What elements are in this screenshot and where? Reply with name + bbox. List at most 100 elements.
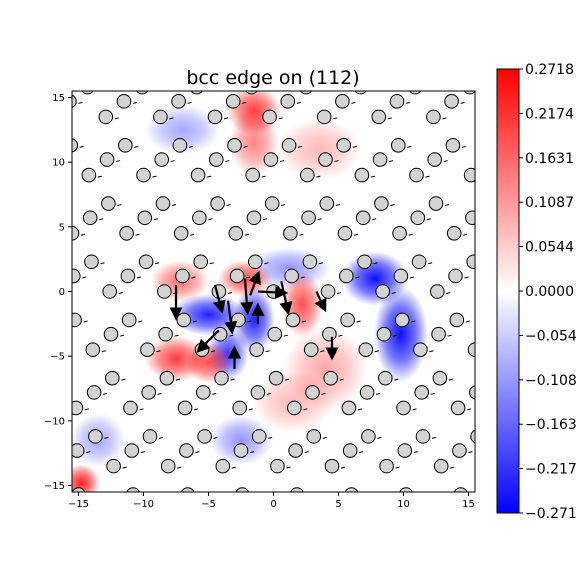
- atom-marker: [287, 400, 302, 416]
- atom-marker: [357, 254, 372, 270]
- vector-tick: [142, 496, 146, 497]
- atom-marker: [262, 109, 277, 125]
- vector-tick: [339, 378, 344, 381]
- vector-tick: [97, 88, 101, 89]
- atom-marker: [354, 91, 367, 95]
- atom-marker: [250, 385, 266, 400]
- atom-marker: [209, 152, 224, 167]
- vector-tick: [465, 320, 470, 323]
- vector-tick: [249, 451, 255, 454]
- vector-tick: [284, 378, 290, 381]
- vector-tick: [86, 451, 91, 454]
- atom-marker: [324, 458, 340, 474]
- vector-tick: [301, 320, 307, 323]
- vector-tick: [251, 496, 255, 497]
- atom-marker: [88, 429, 103, 444]
- vector-tick: [412, 408, 417, 411]
- colorbar-tick-label: 0.0544: [525, 240, 574, 256]
- vector-tick: [322, 436, 327, 439]
- displacement-arrow: [248, 270, 261, 296]
- atom-marker: [396, 400, 411, 416]
- vector-tick: [447, 334, 452, 337]
- colorbar-tick-label: −0.271: [525, 506, 576, 522]
- vector-tick: [340, 466, 346, 469]
- vector-tick: [424, 88, 428, 89]
- vector-tick: [138, 320, 143, 323]
- atom-marker: [197, 429, 212, 444]
- atom-marker: [214, 370, 229, 386]
- atom-marker: [299, 91, 313, 95]
- vector-tick: [317, 218, 322, 221]
- vector-tick: [484, 351, 488, 352]
- field-region: [277, 118, 361, 181]
- vector-tick: [157, 392, 162, 395]
- atom-marker: [430, 284, 445, 299]
- atom-marker: [158, 326, 173, 342]
- vector-tick: [264, 262, 269, 265]
- atom-marker: [371, 109, 387, 125]
- x-tick-label: 5: [335, 499, 341, 510]
- vector-tick: [153, 218, 158, 221]
- atom-marker: [300, 167, 315, 183]
- vector-tick: [377, 436, 382, 439]
- atom-marker: [176, 312, 192, 328]
- atom-marker: [449, 312, 465, 328]
- colorbar-tick-label: −0.217: [525, 462, 576, 478]
- atom-marker: [245, 167, 260, 183]
- atom-marker: [159, 370, 175, 386]
- atom-marker: [231, 312, 246, 328]
- vector-tick: [102, 392, 108, 395]
- vector-tick: [391, 292, 396, 294]
- atom-marker: [320, 284, 336, 299]
- atom-marker: [180, 487, 195, 492]
- vector-tick: [244, 233, 249, 236]
- vector-tick: [83, 320, 88, 323]
- atom-marker: [173, 225, 189, 241]
- atom-marker: [428, 196, 444, 211]
- atom-marker: [141, 385, 156, 400]
- atom-marker: [123, 400, 138, 416]
- vector-tick: [197, 496, 201, 497]
- atom-marker: [229, 268, 245, 284]
- vector-tick: [191, 276, 196, 279]
- atom-marker: [375, 284, 391, 299]
- atom-marker: [120, 268, 136, 284]
- vector-tick: [427, 262, 433, 265]
- vector-tick: [415, 496, 419, 497]
- vector-tick: [338, 334, 343, 337]
- atom-marker: [342, 443, 358, 458]
- vector-tick: [132, 101, 138, 104]
- atom-marker: [268, 370, 284, 386]
- atom-marker: [450, 400, 466, 416]
- atom-marker: [410, 210, 426, 226]
- vector-tick: [425, 175, 430, 178]
- vector-tick: [248, 408, 253, 411]
- vector-tick: [152, 175, 157, 178]
- vector-tick: [283, 334, 288, 337]
- vector-tick: [320, 350, 325, 353]
- vector-tick: [303, 408, 308, 411]
- atom-marker: [153, 109, 168, 125]
- atom-marker: [378, 370, 393, 386]
- vector-tick: [117, 204, 122, 207]
- atom-marker: [358, 342, 374, 358]
- atom-marker: [118, 138, 133, 153]
- vector-tick: [487, 437, 491, 438]
- vector-tick: [411, 320, 416, 323]
- vector-tick: [265, 350, 270, 353]
- atom-marker: [361, 429, 376, 444]
- x-tick-label: −10: [133, 499, 154, 510]
- vector-tick: [193, 408, 199, 411]
- x-tick-label: −15: [68, 499, 89, 510]
- displacement-arrow: [212, 284, 226, 314]
- vector-tick: [431, 436, 437, 439]
- atom-marker: [409, 91, 422, 95]
- vector-tick: [80, 233, 86, 236]
- atom-marker: [319, 196, 335, 211]
- vector-tick: [243, 145, 248, 148]
- atom-marker: [142, 429, 158, 444]
- vector-tick: [72, 467, 73, 468]
- field-region: [72, 464, 100, 492]
- vector-tick: [480, 176, 484, 177]
- atom-marker: [85, 342, 101, 358]
